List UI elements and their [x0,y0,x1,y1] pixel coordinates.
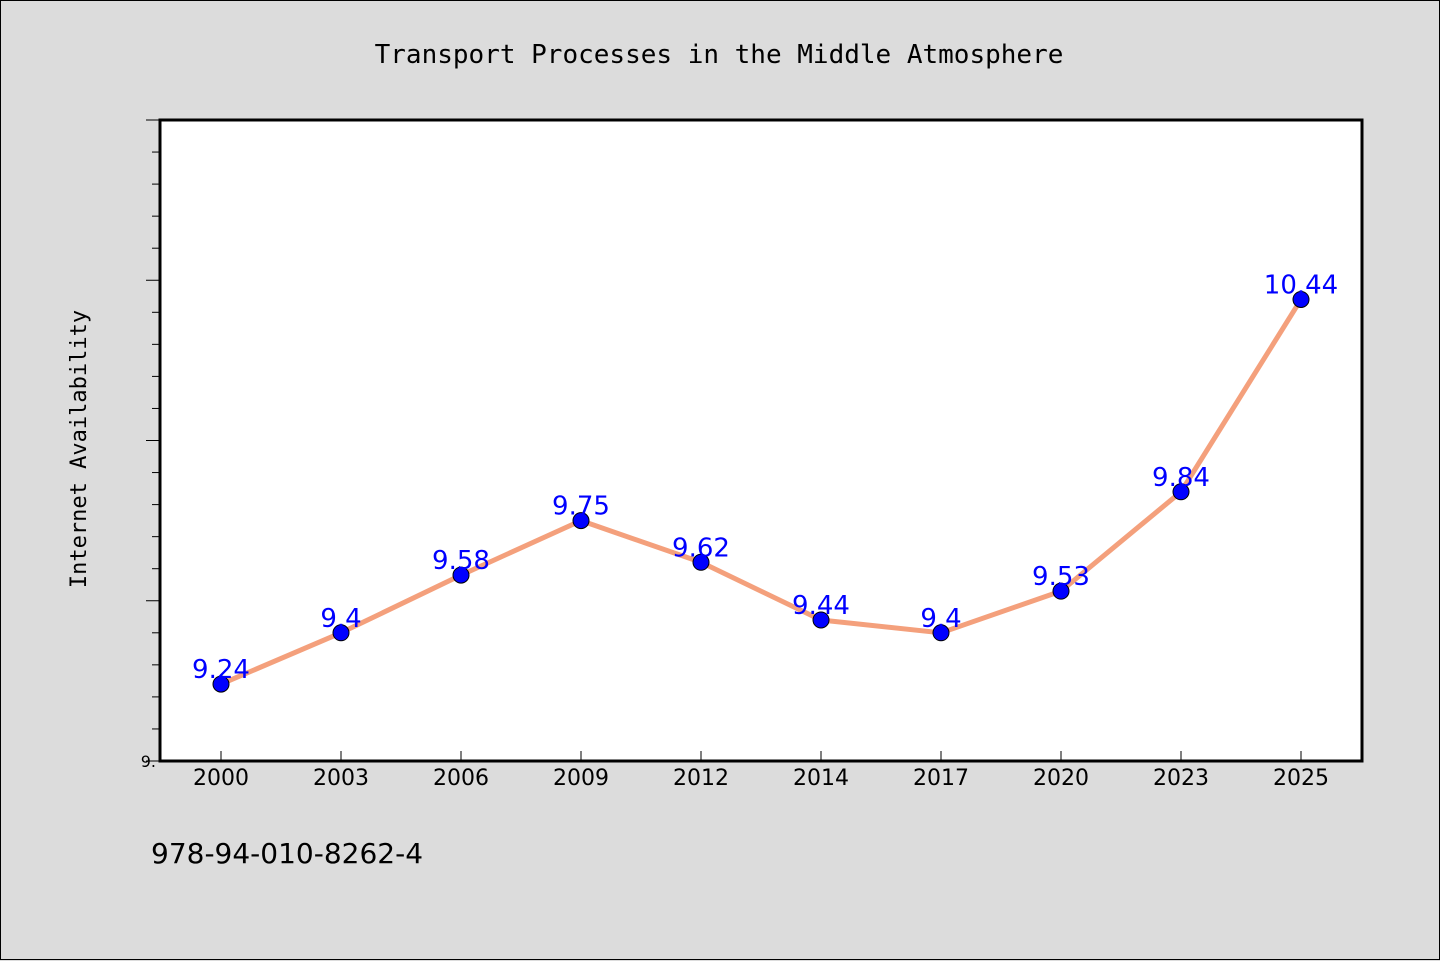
x-tick-label: 2017 [913,766,969,791]
y-tick-label: 9. [141,752,156,771]
isbn-footer: 978-94-010-8262-4 [151,837,423,870]
data-point [812,611,830,629]
data-point [332,624,350,642]
x-tick-label: 2012 [673,766,729,791]
x-tick-label: 2000 [193,766,249,791]
chart-title: Transport Processes in the Middle Atmosp… [375,40,1064,70]
data-point [212,675,230,693]
x-axis-tick-labels: 2000 2003 2006 2009 2012 2014 2017 2020 2023 2025 [193,766,1329,791]
series-line [218,296,1304,687]
data-point [452,566,470,584]
plot-area [158,118,1364,763]
data-point [1052,582,1070,600]
x-tick-label: 2014 [793,766,849,791]
series-line-group [218,296,1304,687]
x-tick-label: 2006 [433,766,489,791]
y-axis-tick-labels: 9. [141,752,156,771]
x-axis-ticks [220,751,1302,761]
x-tick-label: 2009 [553,766,609,791]
data-label: 9.44 [792,591,850,621]
data-point [692,553,710,571]
data-label: 9.75 [552,492,610,522]
data-label: 10.44 [1264,270,1338,300]
y-axis-label: Internet Availability [67,310,92,588]
data-label: 9.4 [320,604,361,634]
data-point [1172,483,1190,501]
y-axis-ticks [146,119,160,762]
data-label: 9.58 [432,546,490,576]
data-label: 9.24 [192,655,250,685]
data-point [932,624,950,642]
data-point [572,512,590,530]
data-label: 9.4 [920,604,961,634]
data-label: 9.62 [672,533,730,563]
data-label: 9.53 [1032,562,1090,592]
data-label: 9.84 [1152,463,1210,493]
data-labels: 9.24 9.4 9.58 9.75 9.62 9.44 9.4 9.53 9.84 10.44 [192,270,1338,685]
data-point [1292,290,1310,308]
x-tick-label: 2025 [1273,766,1329,791]
data-markers [212,290,1310,693]
x-tick-label: 2003 [313,766,369,791]
x-tick-label: 2020 [1033,766,1089,791]
x-tick-label: 2023 [1153,766,1209,791]
